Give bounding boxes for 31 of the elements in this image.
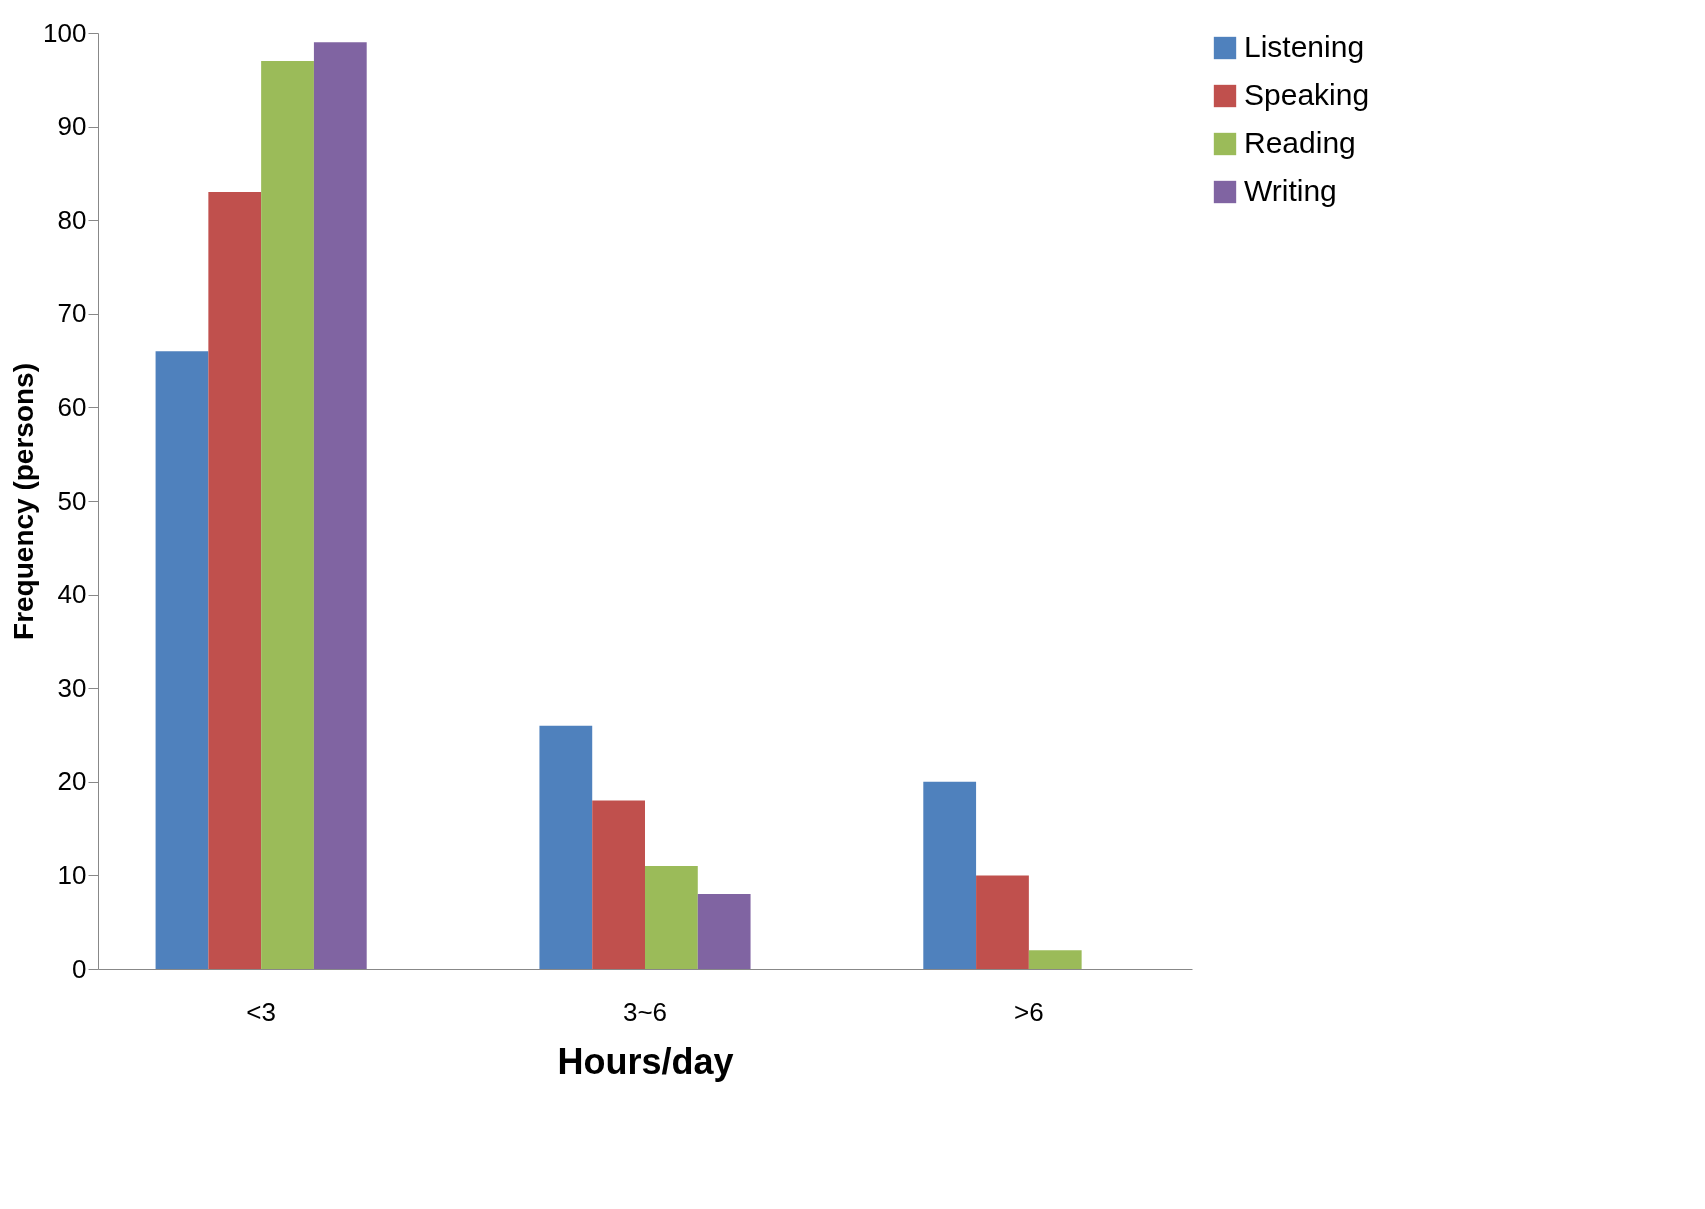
x-tick-label: >6 <box>1014 996 1044 1027</box>
y-tick-label: 90 <box>57 111 87 142</box>
bar <box>645 866 698 969</box>
x-axis-title: Hours/day <box>557 1040 734 1082</box>
y-tick-label: 60 <box>57 391 87 422</box>
bar <box>539 725 593 969</box>
legend-label: Speaking <box>1244 78 1370 111</box>
bar <box>697 894 751 969</box>
bar <box>155 351 209 969</box>
y-tick-label: 30 <box>57 672 87 703</box>
bar <box>1028 950 1082 969</box>
bar <box>976 875 1029 969</box>
bar <box>923 781 977 969</box>
legend-label: Writing <box>1244 174 1337 207</box>
legend-label: Reading <box>1244 126 1356 159</box>
y-tick-label: 10 <box>57 859 87 890</box>
y-tick-label: 20 <box>57 766 87 797</box>
y-tick-label: 100 <box>43 17 87 48</box>
legend-label: Listening <box>1244 30 1365 63</box>
bar <box>208 192 262 969</box>
bar <box>313 42 367 969</box>
y-tick-label: 40 <box>57 579 87 610</box>
y-axis-title: Frequency (persons) <box>8 363 40 640</box>
bar <box>592 800 645 969</box>
y-tick-label: 70 <box>57 298 87 329</box>
x-tick-label: 3~6 <box>622 996 668 1027</box>
y-tick-label: 0 <box>72 953 87 984</box>
y-tick-label: 80 <box>57 204 87 235</box>
x-tick-label: <3 <box>246 996 276 1027</box>
y-tick-label: 50 <box>57 485 87 516</box>
bar <box>261 61 314 969</box>
